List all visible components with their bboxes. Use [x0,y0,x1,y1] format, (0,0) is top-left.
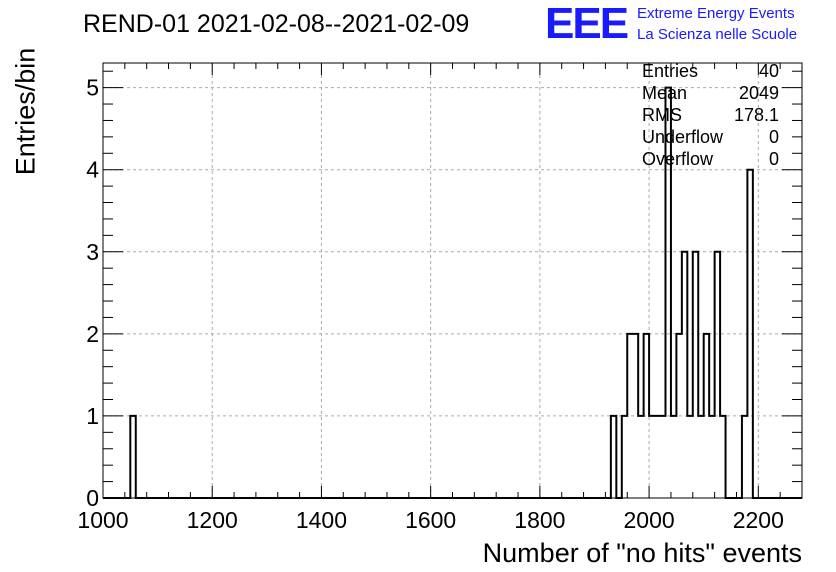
y-tick-label: 1 [86,403,99,429]
stat-row: RMS 178.1 [642,104,779,126]
y-axis-label: Entries/bin [10,47,41,176]
stats-box: Entries 40 Mean 2049 RMS 178.1 Underflow 0 O… [642,60,779,170]
eee-logo: EEE [545,0,629,48]
stat-value: 178.1 [733,105,779,125]
x-tick-label: 2000 [624,507,675,533]
y-tick-label: 3 [86,239,99,265]
y-tick-label: 2 [86,321,99,347]
x-tick-label: 1000 [77,507,128,533]
logo-line-1: Extreme Energy Events [637,5,795,22]
stat-row: Underflow 0 [642,126,779,148]
y-tick-labels: 0 1 2 3 4 5 [86,75,99,511]
y-tick-label: 0 [86,485,99,511]
x-tick-label: 1400 [296,507,347,533]
stat-value: 40 [758,61,779,81]
stat-row: Entries 40 [642,60,779,82]
x-tick-label: 1200 [187,507,238,533]
stat-name: RMS [642,105,682,125]
stat-value: 2049 [738,83,779,103]
stat-name: Entries [642,61,699,81]
y-tick-label: 5 [86,75,99,101]
stat-name: Mean [642,83,688,103]
plot-frame [102,62,803,499]
x-tick-labels: 1000 1200 1400 1600 1800 2000 2200 [77,507,783,533]
stat-name: Overflow [642,149,714,169]
logo-line-2: La Scienza nelle Scuole [637,26,798,43]
x-tick-label: 1800 [514,507,565,533]
stat-value: 0 [768,127,779,147]
stat-name: Underflow [642,127,724,147]
chart-title: REND-01 2021-02-08--2021-02-09 [83,10,470,38]
x-tick-label: 2200 [733,507,784,533]
y-tick-label: 4 [86,157,99,183]
stat-row: Overflow 0 [642,148,779,170]
stat-value: 0 [768,149,779,169]
x-tick-label: 1600 [405,507,456,533]
x-axis-label: Number of "no hits" events [482,538,802,568]
stat-row: Mean 2049 [642,82,779,104]
